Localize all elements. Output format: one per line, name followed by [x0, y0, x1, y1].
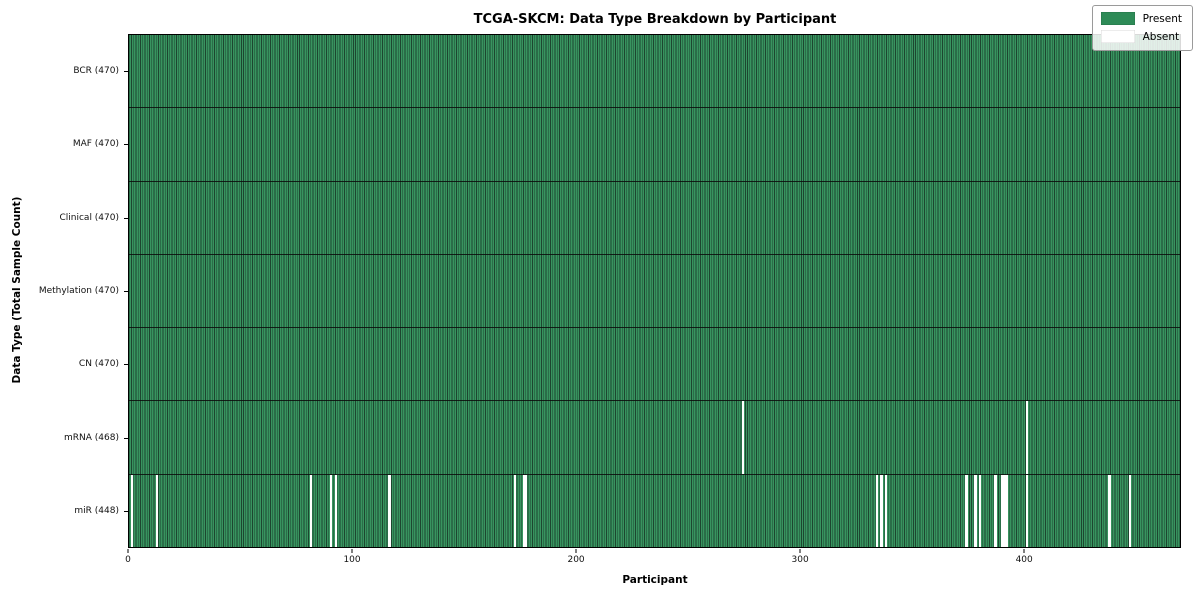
legend-entry-absent: Absent	[1100, 30, 1182, 43]
y-tick-label-methylation: Methylation (470)	[38, 286, 119, 296]
absent-cell	[522, 474, 525, 547]
absent-cell	[1025, 401, 1028, 474]
y-tick-mark	[124, 437, 128, 439]
heatmap-row-bcr	[129, 35, 1180, 108]
absent-cell	[155, 474, 159, 547]
plot-area	[128, 34, 1181, 548]
y-tick-mark	[124, 291, 128, 292]
y-tick-label-maf: MAF (470)	[72, 139, 119, 150]
absent-cell	[1128, 474, 1131, 547]
absent-cell	[875, 474, 879, 547]
legend-label-present: Present	[1142, 12, 1182, 25]
x-tick-label-400: 400	[1015, 555, 1033, 565]
absent-cell	[994, 474, 997, 547]
absent-cell	[1005, 474, 1008, 547]
heatmap-row-methylation	[129, 253, 1180, 328]
legend-swatch-present-icon	[1100, 12, 1135, 25]
legend: Present Absent	[1091, 5, 1193, 51]
x-tick-mark	[127, 549, 129, 553]
x-tick-label-300: 300	[791, 555, 809, 565]
absent-cell	[513, 474, 516, 547]
y-tick-mark	[124, 144, 128, 146]
x-tick-label-0: 0	[125, 555, 131, 565]
absent-cell	[524, 474, 528, 547]
absent-cell	[334, 474, 337, 547]
legend-label-absent: Absent	[1142, 30, 1180, 43]
absent-cell	[1001, 474, 1004, 547]
x-axis: 0 100 200 300 400	[125, 549, 1181, 575]
legend-entry-present: Present	[1100, 12, 1182, 25]
absent-cell	[978, 474, 981, 547]
absent-cell	[880, 474, 883, 547]
heatmap-row-mir	[129, 473, 1180, 547]
absent-cell	[965, 474, 968, 547]
x-tick-mark	[1023, 549, 1025, 553]
heatmap-row-mrna	[129, 400, 1180, 474]
absent-cell	[974, 474, 977, 547]
heatmap-row-clinical	[129, 180, 1180, 254]
absent-cell	[1025, 474, 1028, 547]
y-tick-mark	[124, 511, 128, 513]
y-tick-mark	[124, 70, 128, 72]
absent-cell	[330, 474, 333, 547]
absent-cell	[1003, 474, 1006, 547]
x-tick-mark	[351, 549, 353, 553]
absent-cell	[131, 474, 134, 547]
y-tick-label-cn: CN (470)	[78, 359, 119, 370]
absent-cell	[1108, 474, 1111, 547]
y-tick-mark	[124, 364, 128, 366]
absent-cell	[741, 401, 744, 474]
y-tick-mark	[124, 217, 128, 219]
y-tick-label-clinical: Clinical (470)	[59, 212, 119, 223]
x-tick-mark	[799, 549, 801, 553]
absent-cell	[388, 474, 391, 547]
x-tick-mark	[575, 549, 577, 553]
x-axis-label: Participant	[622, 574, 688, 586]
heatmap-row-maf	[129, 107, 1180, 181]
y-axis: BCR (470) MAF (470) Clinical (470) Methylat…	[0, 34, 128, 548]
x-tick-label-200: 200	[567, 555, 585, 565]
absent-cell	[310, 474, 313, 547]
y-tick-label-mir: miR (448)	[74, 506, 119, 517]
y-tick-label-bcr: BCR (470)	[73, 65, 119, 76]
absent-cell	[884, 474, 888, 547]
y-tick-label-mrna: mRNA (468)	[64, 432, 119, 443]
x-tick-label-100: 100	[343, 555, 361, 565]
legend-swatch-absent-icon	[1100, 30, 1135, 43]
heatmap-row-cn	[129, 327, 1180, 401]
chart-title: TCGA-SKCM: Data Type Breakdown by Partic…	[473, 12, 837, 27]
